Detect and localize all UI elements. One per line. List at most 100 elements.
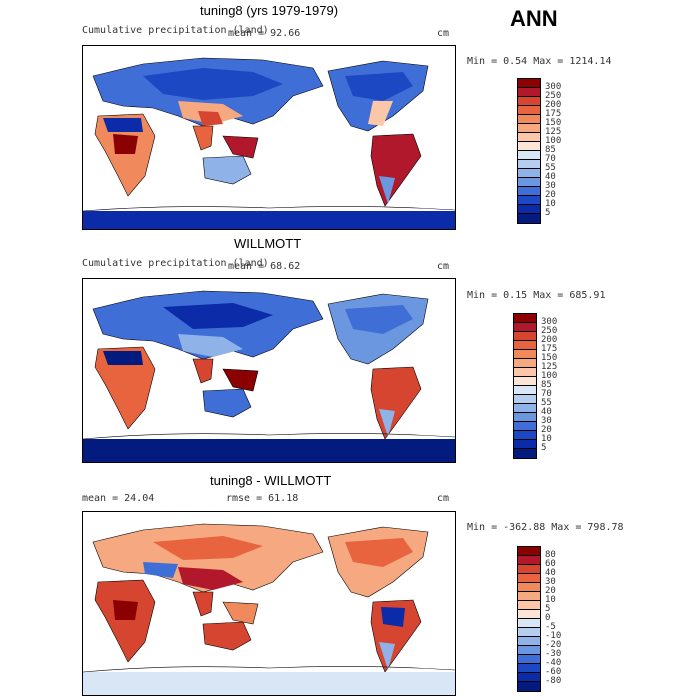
panel-3-colorbar-label: -5 [545,622,556,632]
panel-2-colorbar-label: 300 [541,317,558,327]
panel-2-colorbar-box [514,314,536,323]
panel-1-colorbar-label: 150 [545,118,562,128]
panel-3-map-image [83,523,455,695]
panel-3-colorbar-label: -30 [545,649,562,659]
panel-1-africa [94,113,156,197]
panel-1-colorbar-label: 55 [545,163,556,173]
panel-3-colorbar-label: 20 [545,586,556,596]
panel-2-colorbar-label: 200 [541,335,558,345]
panel-3-colorbar-label: -60 [545,667,562,677]
panel-1-colorbar-box [518,88,540,97]
panel-3-colorbar-label: -40 [545,658,562,668]
panel-3-colorbar-box [518,673,540,682]
panel-3-minmax: Min = -362.88 Max = 798.78 [467,522,624,533]
panel-1-colorbar-label: 20 [545,190,556,200]
panel-2-map-image [83,290,455,462]
panel-1-colorbar-label: 100 [545,136,562,146]
panel-3-colorbar-box [518,547,540,556]
panel-3-colorbar-box [518,637,540,646]
panel-2-colorbar-label: 100 [541,371,558,381]
panel-2-colorbar-label: 150 [541,353,558,363]
panel-1-colorbar-box [518,214,540,223]
panel-2-colorbar-label: 30 [541,416,552,426]
panel-2-colorbar-box [514,332,536,341]
panel-1-colorbar: 300 250 200 175 150 125 100 85 70 55 40 30 20 10 5 [517,78,585,224]
panel-1-colorbar-box [518,79,540,88]
panel-2-colorbar-label: 10 [541,434,552,444]
panel-3-colorbar-box [518,556,540,565]
panel-1-colorbar-label: 250 [545,91,562,101]
panel-1-colorbar-box [518,97,540,106]
panel-2-field-label: Cumulative precipitation (land) [82,258,269,269]
panel-3-mean: mean = 24.04 [82,493,155,504]
panel-3-colorbar-box [518,655,540,664]
panel-2-colorbar-label: 175 [541,344,558,354]
panel-2-colorbar-box [514,404,536,413]
panel-2-colorbar-box [514,386,536,395]
panel-3-colorbar-box [518,619,540,628]
panel-1-colorbar-box [518,196,540,205]
panel-2-colorbar-box [514,440,536,449]
panel-1-colorbar-box [518,160,540,169]
panel-2-units: cm [437,261,450,272]
panel-2-colorbar-box [514,395,536,404]
panel-1-minmax: Min = 0.54 Max = 1214.14 [467,56,612,67]
panel-3-colorbar-label: 60 [545,559,556,569]
panel-1-colorbar-box [518,115,540,124]
panel-2-colorbar-boxes [513,313,537,459]
panel-3-colorbar-label: 5 [545,604,551,614]
panel-1-units: cm [437,28,450,39]
panel-3-colorbar-label: 40 [545,568,556,578]
panel-2-colorbar-box [514,431,536,440]
panel-1-map-image [83,57,455,229]
panel-3-colorbar-box [518,574,540,583]
panel-1-title: tuning8 (yrs 1979-1979) [200,3,339,18]
panel-1-australia [202,155,252,185]
panel-3-colorbar-label: 10 [545,595,556,605]
panel-3-map [82,511,456,696]
panel-2-colorbar-label: 40 [541,407,552,417]
panel-1-colorbar-label: 40 [545,172,556,182]
panel-1-colorbar-box [518,169,540,178]
panel-2-colorbar-labels: 300 250 200 175 150 125 100 85 70 55 40 30 20 10 5 [541,313,581,457]
panel-2-colorbar-box [514,422,536,431]
panel-1-colorbar-box [518,142,540,151]
panel-3-colorbar-box [518,646,540,655]
panel-1-colorbar-box [518,205,540,214]
panel-1-mean: mean = 92.66 [228,28,301,39]
season-label: ANN [510,6,558,31]
panel-1-south-america [370,133,422,207]
panel-3-colorbar-labels: 80 60 40 30 20 10 5 0 -5 -10 -20 -30 -40 -60 -80 [545,546,585,690]
panel-3-title: tuning8 - WILLMOTT [210,473,332,488]
panel-2-mean: mean = 68.62 [228,261,301,272]
panel-1-colorbar-boxes [517,78,541,224]
panel-1-colorbar-box [518,106,540,115]
panel-2-colorbar-label: 20 [541,425,552,435]
panel-1-colorbar-label: 10 [545,199,556,209]
panel-3-colorbar-label: -10 [545,631,562,641]
panel-2-colorbar: 300 250 200 175 150 125 100 85 70 55 40 30 20 10 5 [513,313,581,459]
panel-1-map [82,45,456,230]
panel-1-colorbar-label: 200 [545,100,562,110]
panel-2-title: WILLMOTT [234,236,302,251]
panel-2-colorbar-box [514,359,536,368]
panel-1-colorbar-label: 125 [545,127,562,137]
panel-2-colorbar-box [514,368,536,377]
panel-2-colorbar-label: 70 [541,389,552,399]
panel-2-minmax: Min = 0.15 Max = 685.91 [467,290,606,301]
panel-3-colorbar-box [518,664,540,673]
panel-1-colorbar-label: 300 [545,82,562,92]
panel-3-colorbar-label: 0 [545,613,551,623]
panel-1-colorbar-labels: 300 250 200 175 150 125 100 85 70 55 40 30 20 10 5 [545,78,585,222]
panel-3-colorbar-box [518,682,540,691]
panel-2-map [82,278,456,463]
panel-3-colorbar-box [518,565,540,574]
panel-3-colorbar-label: -20 [545,640,562,650]
panel-3-colorbar-boxes [517,546,541,692]
panel-3-colorbar-label: -80 [545,676,562,686]
panel-2-colorbar-label: 250 [541,326,558,336]
panel-3-colorbar-box [518,628,540,637]
panel-1-colorbar-label: 70 [545,154,556,164]
panel-2-colorbar-box [514,341,536,350]
panel-3-colorbar: 80 60 40 30 20 10 5 0 -5 -10 -20 -30 -40 -60 -80 [517,546,585,692]
